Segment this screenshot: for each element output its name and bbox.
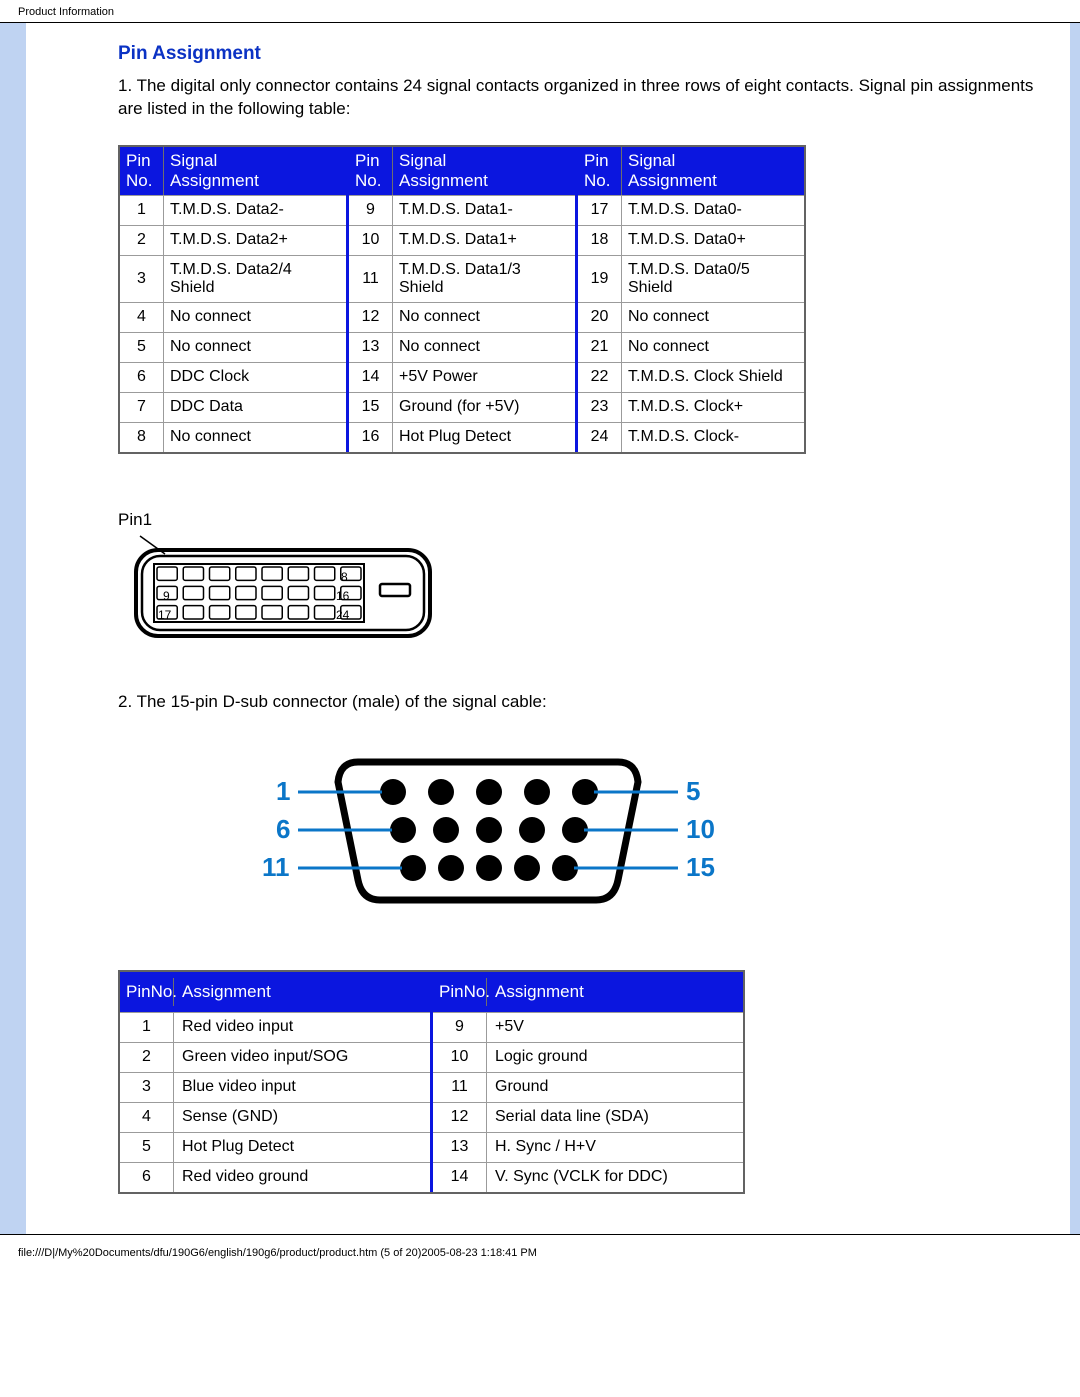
footer-path: file:///D|/My%20Documents/dfu/190G6/engl… — [0, 1243, 1080, 1271]
table-row: 17T.M.D.S. Data0- — [578, 195, 804, 225]
table-row: 6Red video ground — [120, 1162, 430, 1192]
svg-text:15: 15 — [686, 852, 715, 882]
table-row: 9T.M.D.S. Data1- — [349, 195, 575, 225]
svg-text:10: 10 — [686, 814, 715, 844]
pin1-label: Pin1 — [118, 510, 1042, 530]
main-content: Pin Assignment 1. The digital only conne… — [26, 23, 1070, 1234]
left-sidebar — [0, 23, 26, 1234]
table-row: 3T.M.D.S. Data2/4 Shield — [120, 255, 346, 302]
table-row: 11T.M.D.S. Data1/3 Shield — [349, 255, 575, 302]
table-row: 13No connect — [349, 332, 575, 362]
svg-text:5: 5 — [686, 776, 700, 806]
page-header: Product Information — [0, 0, 1080, 22]
pin15-table: PinNo.Assignment1Red video input2Green v… — [118, 970, 745, 1194]
svg-text:6: 6 — [276, 814, 290, 844]
table-row: 14V. Sync (VCLK for DDC) — [433, 1162, 743, 1192]
table-row: 21No connect — [578, 332, 804, 362]
table-row: 5No connect — [120, 332, 346, 362]
table-row: 12No connect — [349, 302, 575, 332]
table-row: 18T.M.D.S. Data0+ — [578, 225, 804, 255]
table-row: 16Hot Plug Detect — [349, 422, 575, 452]
table-row: 3Blue video input — [120, 1072, 430, 1102]
table-row: 1T.M.D.S. Data2- — [120, 195, 346, 225]
table-row: 15Ground (for +5V) — [349, 392, 575, 422]
svg-text:24: 24 — [336, 608, 350, 622]
svg-text:17: 17 — [158, 608, 172, 622]
table-row: 1Red video input — [120, 1012, 430, 1042]
intro-text-1: 1. The digital only connector contains 2… — [118, 75, 1042, 121]
table-row: 20No connect — [578, 302, 804, 332]
table-row: 7DDC Data — [120, 392, 346, 422]
table-row: 10T.M.D.S. Data1+ — [349, 225, 575, 255]
svg-text:8: 8 — [341, 570, 348, 584]
table-row: 5Hot Plug Detect — [120, 1132, 430, 1162]
vga-connector-icon: 1 6 11 5 10 15 — [238, 740, 738, 920]
table-row: 22T.M.D.S. Clock Shield — [578, 362, 804, 392]
table-row: 24T.M.D.S. Clock- — [578, 422, 804, 452]
table-row: 8No connect — [120, 422, 346, 452]
content-frame: Pin Assignment 1. The digital only conne… — [0, 22, 1080, 1235]
svg-text:16: 16 — [336, 589, 350, 603]
svg-text:9: 9 — [163, 589, 170, 603]
pin24-table: PinNo.SignalAssignment1T.M.D.S. Data2-2T… — [118, 145, 806, 454]
table-row: 23T.M.D.S. Clock+ — [578, 392, 804, 422]
table-row: 6DDC Clock — [120, 362, 346, 392]
table-row: 12Serial data line (SDA) — [433, 1102, 743, 1132]
table-row: 2Green video input/SOG — [120, 1042, 430, 1072]
table-row: 11Ground — [433, 1072, 743, 1102]
table-row: 19T.M.D.S. Data0/5 Shield — [578, 255, 804, 302]
intro-text-2: 2. The 15-pin D-sub connector (male) of … — [118, 692, 1042, 712]
table-row: 10Logic ground — [433, 1042, 743, 1072]
table-row: 2T.M.D.S. Data2+ — [120, 225, 346, 255]
right-sidebar — [1070, 23, 1080, 1234]
table-row: 4No connect — [120, 302, 346, 332]
table-row: 9+5V — [433, 1012, 743, 1042]
table-row: 14+5V Power — [349, 362, 575, 392]
svg-text:1: 1 — [276, 776, 290, 806]
dvi-connector-icon: 9 17 8 16 24 — [118, 532, 438, 642]
section-title: Pin Assignment — [118, 43, 1042, 65]
svg-text:11: 11 — [262, 852, 290, 882]
table-row: 4Sense (GND) — [120, 1102, 430, 1132]
table-row: 13H. Sync / H+V — [433, 1132, 743, 1162]
